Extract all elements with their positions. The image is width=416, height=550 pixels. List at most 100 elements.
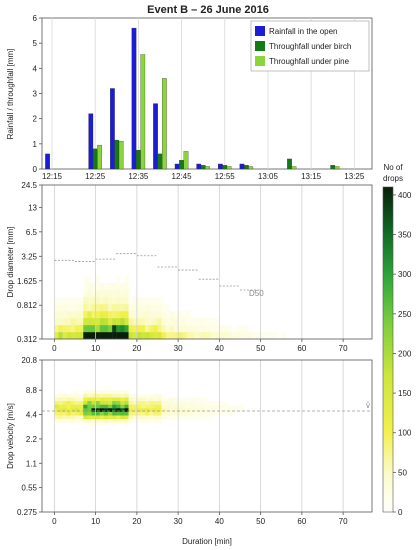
heatmap-cell xyxy=(66,411,72,416)
x-tick-label: 60 xyxy=(297,517,306,526)
bar-rainfall xyxy=(218,163,223,170)
colorbar-tick-label: 150 xyxy=(398,389,412,398)
legend-box xyxy=(250,20,370,72)
heatmap-cell xyxy=(128,404,133,409)
heatmap-cell xyxy=(132,401,138,405)
heatmap-cell xyxy=(112,404,117,409)
heatmap-cell xyxy=(149,393,154,398)
heatmap-cell xyxy=(95,401,100,405)
x-tick-label: 0 xyxy=(52,517,57,526)
x-tick-label: 30 xyxy=(174,344,183,353)
heatmap-cell xyxy=(178,318,183,326)
heatmap-cell xyxy=(75,390,80,395)
heatmap-cell xyxy=(87,325,92,333)
heatmap-cell xyxy=(132,311,138,319)
heatmap-cell xyxy=(124,415,129,420)
heatmap-cell xyxy=(75,325,80,333)
colorbar-ticks: 0 50 100 150 200 250 300 350 400 xyxy=(393,191,412,517)
heatmap-cell xyxy=(91,408,96,413)
heatmap-cell xyxy=(153,415,158,420)
heatmap-cell xyxy=(95,311,100,319)
heatmap-cell xyxy=(91,401,96,405)
heatmap-cell xyxy=(91,397,96,402)
heatmap-cell xyxy=(124,311,129,319)
heatmap-cell xyxy=(112,332,117,340)
heatmap-cell xyxy=(211,401,216,405)
heatmap-cell xyxy=(75,411,80,416)
heatmap-cell xyxy=(174,325,179,333)
heatmap-cell xyxy=(70,390,76,395)
heatmap-cell xyxy=(120,332,125,340)
heatmap-cell xyxy=(161,404,166,409)
heatmap-cell xyxy=(157,297,162,305)
heatmap-cell xyxy=(54,311,59,319)
heatmap-cell xyxy=(116,297,121,305)
heatmap-cell xyxy=(178,411,183,416)
heatmap-cell xyxy=(198,325,204,333)
heatmap-cell xyxy=(227,411,232,416)
heatmap-cell xyxy=(132,415,138,420)
heatmap-cell xyxy=(194,401,199,405)
heatmap-cell xyxy=(186,318,191,326)
heatmap-cell xyxy=(120,397,125,402)
heatmap-cell xyxy=(149,411,154,416)
heatmap-cell xyxy=(91,290,96,298)
heatmap-cell xyxy=(186,397,191,402)
heatmap-cell xyxy=(62,393,67,398)
heatmap-cell xyxy=(83,390,88,395)
heatmap-cell xyxy=(103,419,109,423)
y-tick-label: 3.25 xyxy=(21,252,37,261)
heatmap-cell xyxy=(145,397,150,402)
heatmap-cell xyxy=(91,393,96,398)
heatmap-cell xyxy=(66,318,72,326)
heatmap-cell xyxy=(145,318,150,326)
legend-label-pine: Throughfall under pine xyxy=(269,57,350,66)
heatmap-cell xyxy=(136,311,142,319)
heatmap-cell xyxy=(149,419,154,423)
heatmap-cell xyxy=(153,304,158,312)
heatmap-cell xyxy=(54,408,59,413)
y-tick-label: 20.8 xyxy=(21,356,37,365)
bar-birch xyxy=(222,165,228,170)
heatmap-cell xyxy=(124,304,129,312)
heatmap-cell xyxy=(231,332,237,340)
heatmap-cell xyxy=(169,415,175,420)
bar-birch xyxy=(92,148,98,170)
heatmap-cell xyxy=(165,408,171,413)
heatmap-cell xyxy=(169,311,175,319)
heatmap-cell xyxy=(91,297,96,305)
heatmap-cell xyxy=(260,332,265,340)
heatmap-cell xyxy=(108,325,113,333)
heatmap-cell xyxy=(108,332,113,340)
heatmap-cell xyxy=(95,318,100,326)
bar-pine xyxy=(183,151,189,170)
heatmap-cell xyxy=(194,408,199,413)
heatmap-cell xyxy=(75,408,80,413)
heatmap-cell xyxy=(207,408,212,413)
heatmap-cell xyxy=(124,401,129,405)
heatmap-cell xyxy=(273,332,278,340)
heatmap-cell xyxy=(70,325,76,333)
heatmap-cell xyxy=(178,332,183,340)
heatmap-cell xyxy=(235,404,241,409)
x-tick-label: 10 xyxy=(91,344,100,353)
heatmap-cell xyxy=(83,401,88,405)
heatmap-cell xyxy=(116,415,121,420)
heatmap-cell xyxy=(75,393,80,398)
heatmap-cell xyxy=(108,404,113,409)
heatmap-cell xyxy=(161,318,166,326)
velocity-heatmap-x-axis: 0 10 20 30 40 50 60 70 xyxy=(52,512,348,526)
heatmap-cell xyxy=(112,422,117,427)
mean-velocity-annotation: v̄ xyxy=(366,401,370,410)
heatmap-cell xyxy=(186,415,191,420)
heatmap-cell xyxy=(227,325,232,333)
heatmap-cell xyxy=(120,408,125,413)
heatmap-cell xyxy=(145,332,150,340)
heatmap-cell xyxy=(87,304,92,312)
bar-chart-x-axis: 12:15 12:25 12:35 12:45 12:55 13:05 13:15 13:25 xyxy=(42,172,365,181)
heatmap-cell xyxy=(120,411,125,416)
heatmap-cell xyxy=(153,419,158,423)
colorbar-gradient xyxy=(382,186,394,513)
heatmap-cell xyxy=(157,404,162,409)
heatmap-cell xyxy=(54,297,59,305)
